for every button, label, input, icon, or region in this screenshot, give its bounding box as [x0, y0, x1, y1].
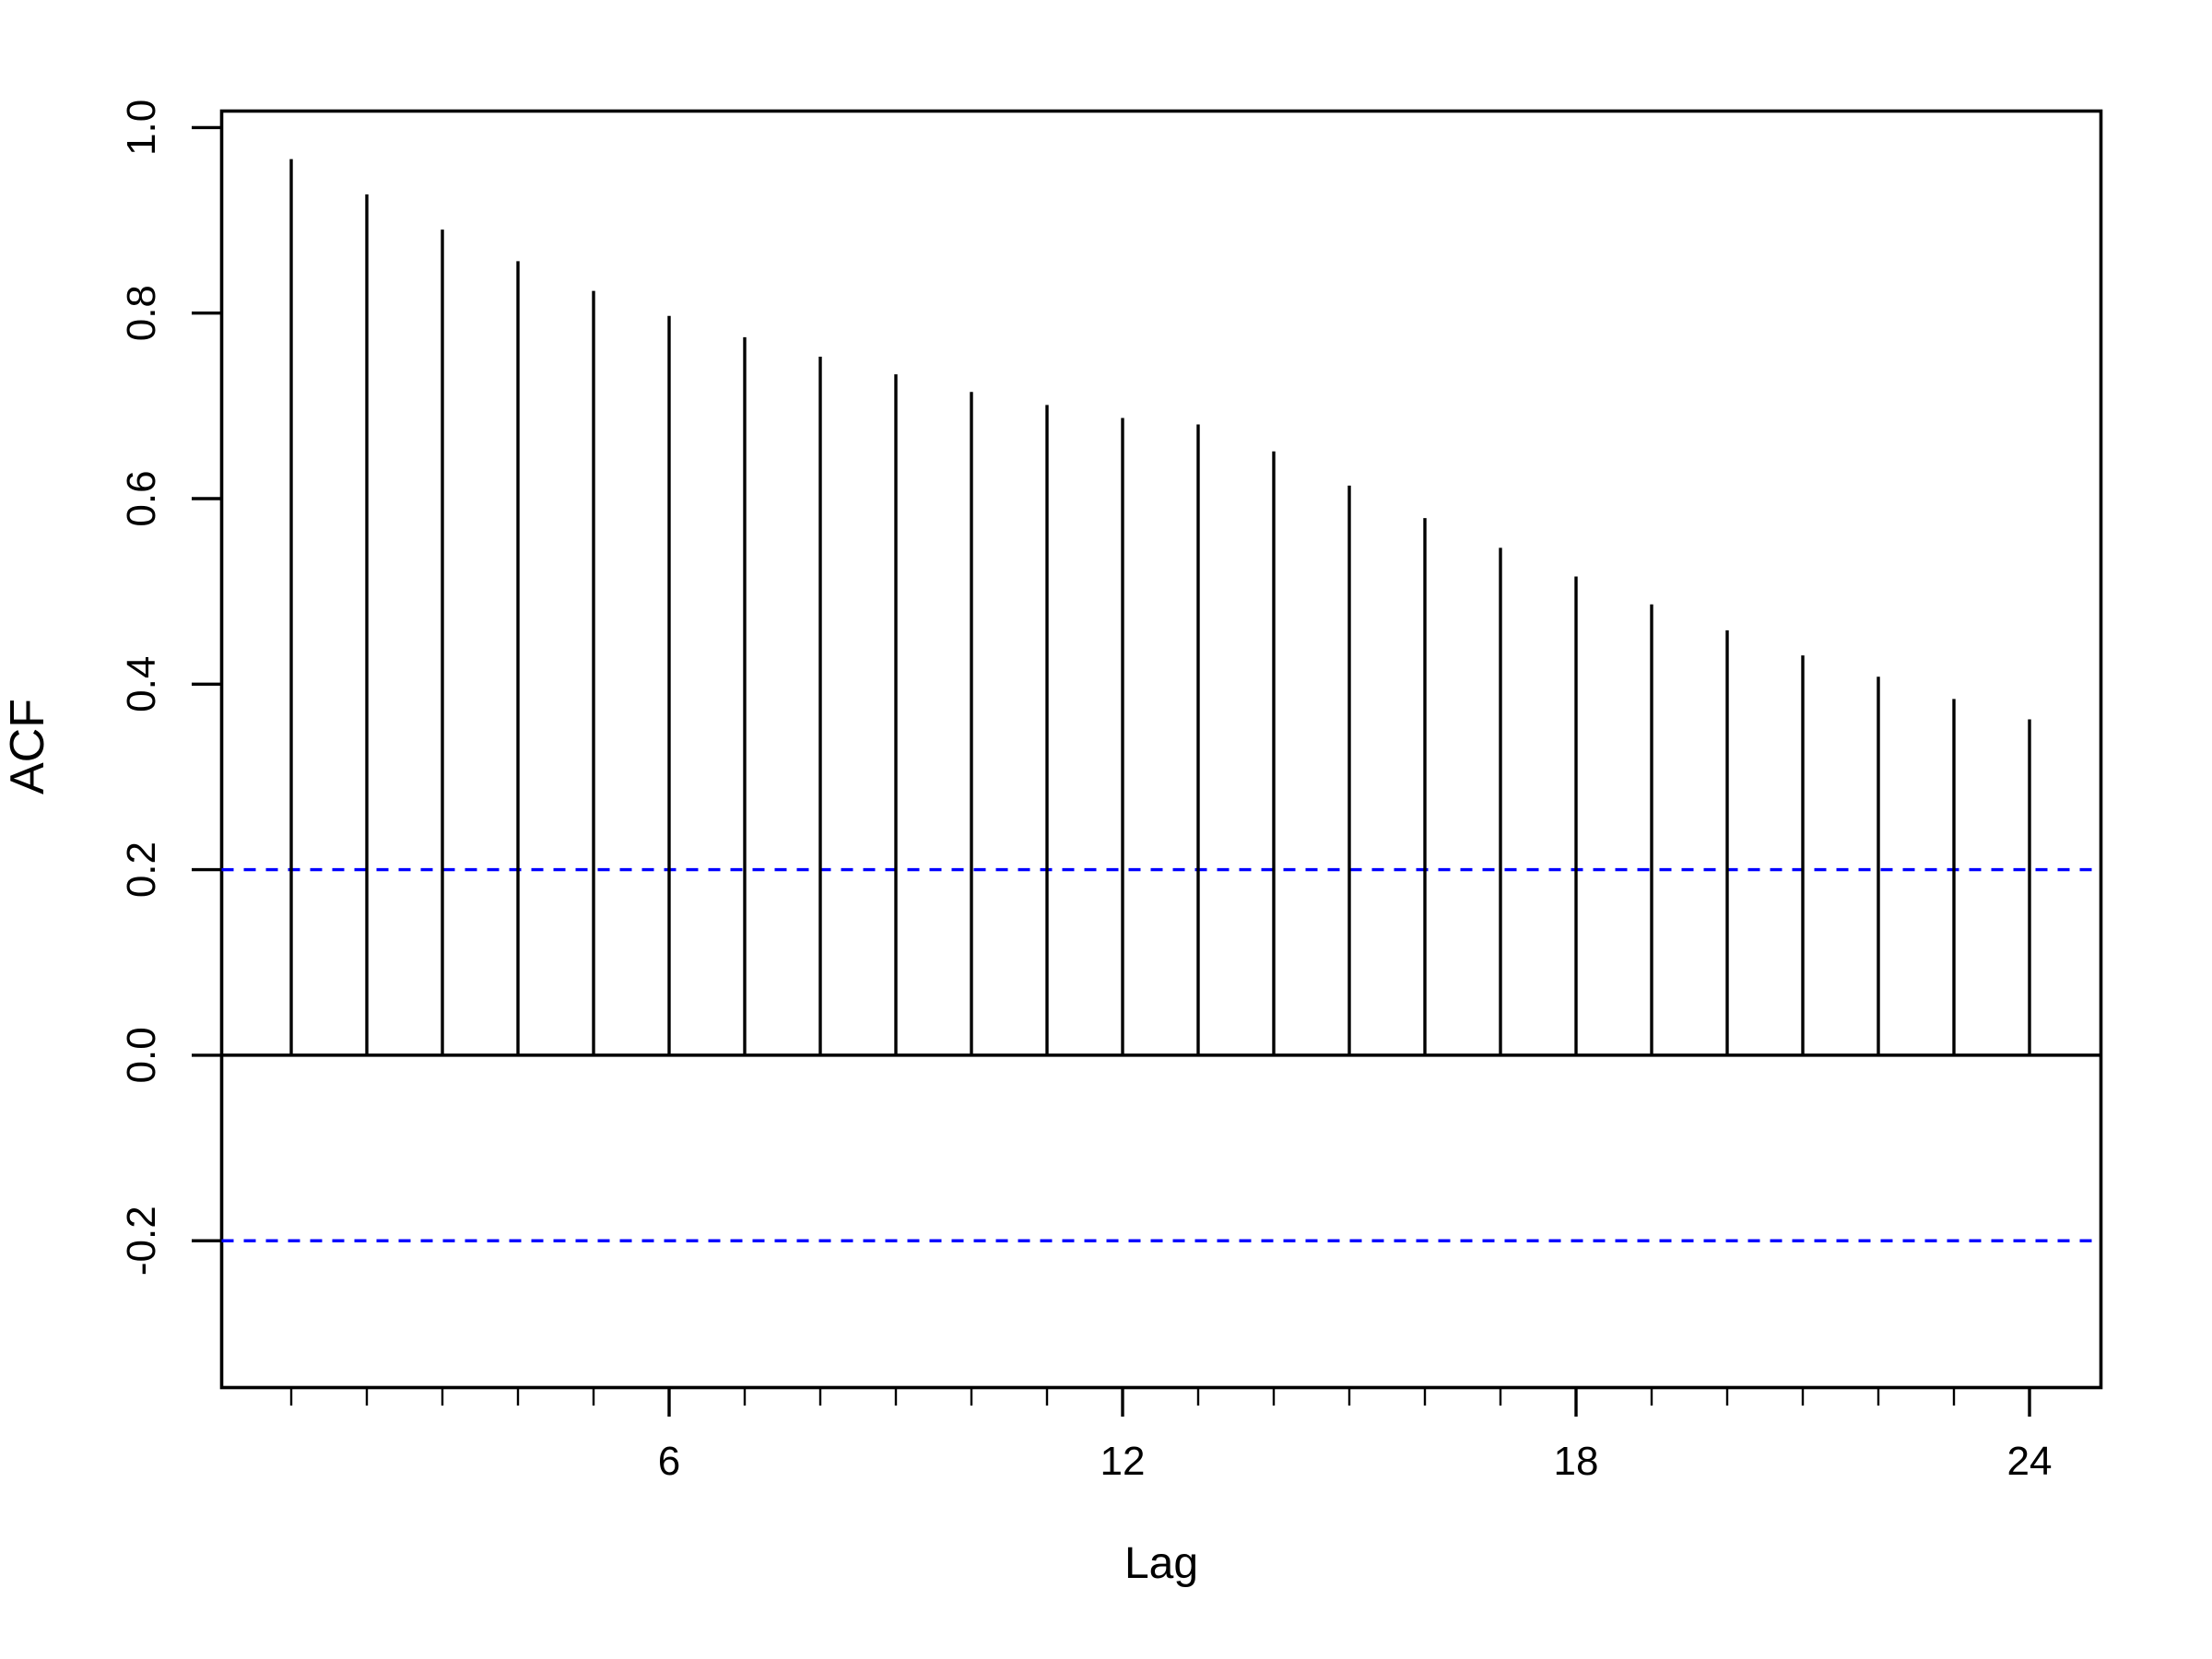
svg-text:-0.2: -0.2 — [119, 1206, 164, 1276]
svg-text:18: 18 — [1554, 1439, 1599, 1484]
svg-text:0.0: 0.0 — [119, 1027, 164, 1083]
svg-text:24: 24 — [2007, 1439, 2053, 1484]
svg-text:0.2: 0.2 — [119, 841, 164, 898]
svg-text:6: 6 — [658, 1439, 680, 1484]
svg-text:1.0: 1.0 — [119, 100, 164, 156]
svg-text:Lag: Lag — [1124, 1539, 1198, 1588]
svg-text:0.4: 0.4 — [119, 656, 164, 712]
svg-text:ACF: ACF — [1, 699, 54, 794]
svg-text:0.8: 0.8 — [119, 285, 164, 341]
svg-text:12: 12 — [1100, 1439, 1146, 1484]
svg-text:0.6: 0.6 — [119, 470, 164, 526]
